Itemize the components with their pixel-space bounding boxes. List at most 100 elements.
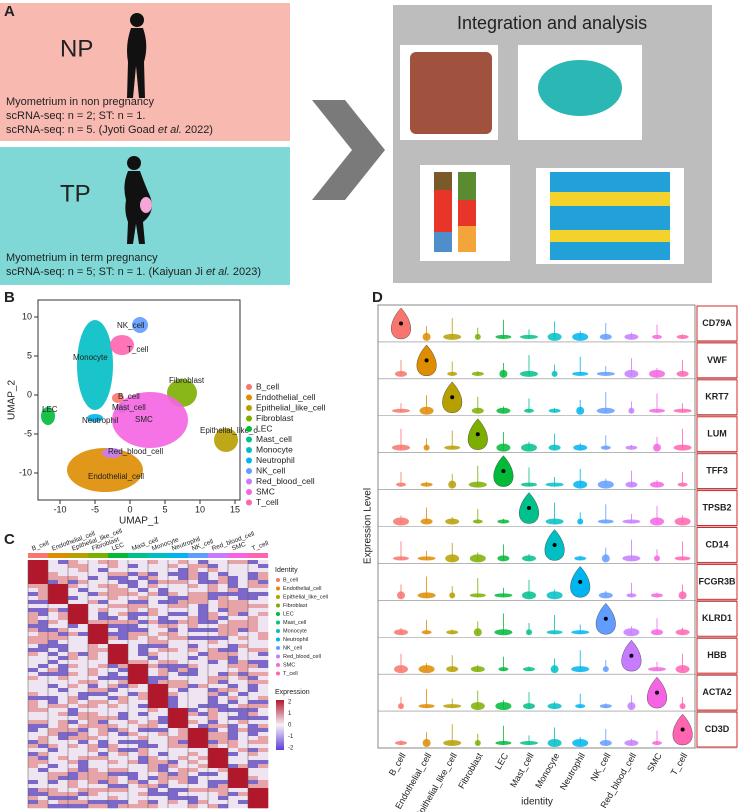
heatmap-cell: [258, 672, 269, 677]
heatmap-cell: [218, 784, 229, 789]
tp-silhouette: [124, 156, 152, 244]
violin: [443, 740, 462, 746]
heatmap-cell: [198, 780, 209, 785]
heatmap-cell: [168, 644, 179, 649]
heatmap-cell: [58, 632, 69, 637]
heatmap-cell: [108, 764, 119, 769]
heatmap-cell: [208, 696, 219, 701]
heatmap-cell: [198, 604, 209, 609]
violin: [495, 741, 512, 745]
violin: [625, 481, 638, 488]
legend-swatch: [246, 415, 252, 422]
heatmap-cell: [178, 792, 189, 797]
heatmap-cell: [78, 672, 89, 677]
heatmap-cell: [238, 620, 249, 625]
gene-label: FCGR3B: [698, 576, 736, 586]
heatmap-cell: [148, 568, 159, 573]
heatmap-cell: [178, 720, 189, 725]
heatmap-cell: [128, 760, 139, 765]
violin: [474, 333, 481, 340]
heatmap-cell: [188, 776, 199, 781]
heatmap-cell: [128, 648, 139, 653]
heatmap-cell: [208, 740, 219, 745]
identity-swatch: [276, 578, 280, 582]
heatmap-cell: [28, 568, 39, 573]
heatmap-cell: [118, 636, 129, 641]
heatmap-cell: [258, 704, 269, 709]
heatmap-cell: [148, 712, 159, 717]
heatmap-cell: [218, 720, 229, 725]
heatmap-cell: [168, 704, 179, 709]
heatmap-cell: [148, 652, 159, 657]
umap-cluster: [87, 414, 103, 422]
median-dot: [501, 469, 506, 474]
heatmap-cell: [98, 740, 109, 745]
heatmap-cell: [188, 652, 199, 657]
heatmap-cell: [188, 620, 199, 625]
heatmap-cell: [118, 796, 129, 801]
heatmap-cell: [258, 772, 269, 777]
heatmap-cell: [228, 728, 239, 733]
heatmap-cell: [198, 628, 209, 633]
heatmap-cell: [168, 720, 179, 725]
expression-tick: -1: [288, 734, 294, 740]
identity-legend-label: T_cell: [283, 671, 298, 677]
mini-heatmap-band: [550, 230, 670, 242]
heatmap-cell: [188, 560, 199, 565]
heatmap-cell: [98, 568, 109, 573]
heatmap-cell: [128, 568, 139, 573]
heatmap-cell: [148, 672, 159, 677]
heatmap-cell: [248, 684, 259, 689]
heatmap-cell: [158, 576, 169, 581]
heatmap-cell: [228, 700, 239, 705]
heatmap-cell: [78, 732, 89, 737]
heatmap-cell: [198, 740, 209, 745]
heatmap-cell: [168, 792, 179, 797]
violin: [598, 592, 613, 599]
heatmap-cell: [138, 740, 149, 745]
heatmap-cell: [258, 784, 269, 789]
heatmap-cell: [138, 628, 149, 633]
heatmap-cell: [78, 704, 89, 709]
heatmap-cell: [108, 712, 119, 717]
heatmap-cell: [188, 596, 199, 601]
identity-bar: [68, 553, 88, 558]
heatmap-cell: [128, 572, 139, 577]
heatmap-cell: [258, 696, 269, 701]
median-dot: [399, 321, 403, 326]
column-label: SMC: [231, 541, 247, 553]
heatmap-cell: [88, 564, 99, 569]
heatmap-cell: [208, 608, 219, 613]
heatmap-cell: [228, 596, 239, 601]
heatmap-cell: [238, 748, 249, 753]
heatmap-cell: [58, 796, 69, 801]
heatmap-cell: [48, 576, 59, 581]
heatmap-cell: [78, 780, 89, 785]
violin: [521, 443, 537, 452]
heatmap-cell: [58, 800, 69, 805]
violin: [498, 667, 509, 672]
heatmap-cell: [228, 668, 239, 673]
heatmap-cell: [228, 788, 239, 793]
heatmap-cell: [208, 564, 219, 569]
heatmap-cell: [48, 760, 59, 765]
heatmap-cell: [248, 596, 259, 601]
heatmap-cell: [68, 764, 79, 769]
heatmap-cell: [228, 632, 239, 637]
heatmap-cell: [58, 728, 69, 733]
heatmap-cell: [248, 568, 259, 573]
identity-swatch: [276, 620, 280, 625]
heatmap-cell: [168, 628, 179, 633]
heatmap-cell: [258, 636, 269, 641]
heatmap-cell: [208, 776, 219, 781]
heatmap-cell: [228, 604, 239, 609]
heatmap-cell: [168, 788, 179, 793]
heatmap-cell: [178, 632, 189, 637]
heatmap-cell: [38, 576, 49, 581]
heatmap-cell: [198, 636, 209, 641]
heatmap-cell: [138, 688, 149, 693]
heatmap-cell: [28, 692, 39, 697]
heatmap-cell: [228, 588, 239, 593]
heatmap-cell: [178, 628, 189, 633]
heatmap-cell: [208, 756, 219, 761]
